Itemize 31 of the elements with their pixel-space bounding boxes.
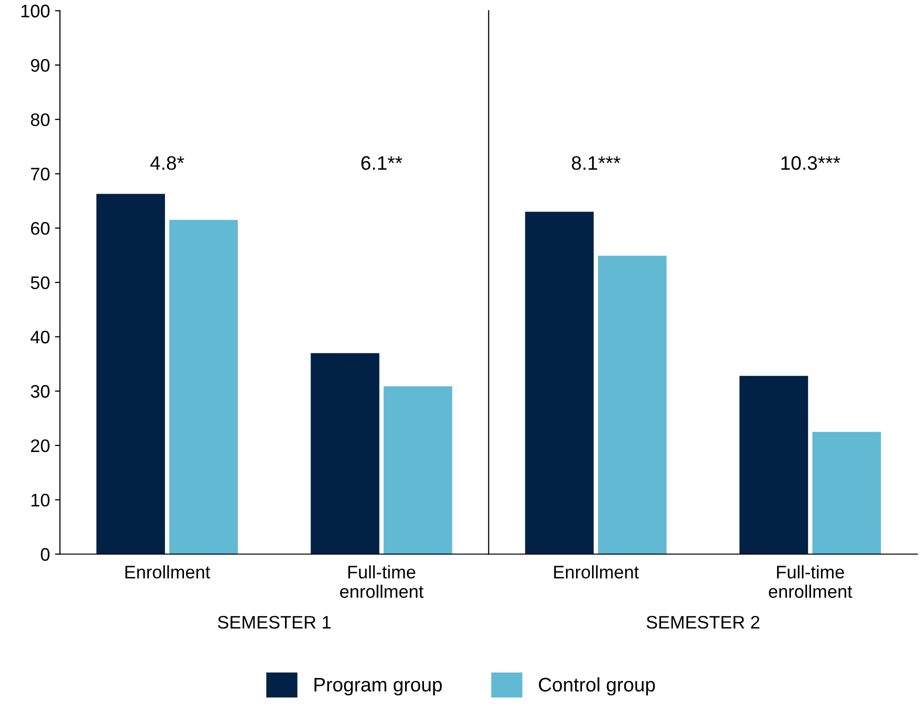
bar bbox=[384, 386, 452, 554]
legend-label: Program group bbox=[314, 678, 442, 696]
x-tick-label: Enrollment bbox=[125, 565, 210, 578]
bar bbox=[310, 353, 380, 554]
y-tick-label: 90 bbox=[30, 59, 50, 72]
y-tick-label: 20 bbox=[31, 439, 50, 452]
annotation: 6.1** bbox=[361, 156, 402, 170]
y-tick-label: 100 bbox=[21, 4, 50, 18]
annotation: 8.1*** bbox=[572, 156, 620, 170]
annotation: 10.3*** bbox=[781, 156, 840, 170]
x-tick-label: Full-time enrollment bbox=[768, 565, 852, 598]
bar bbox=[525, 212, 594, 554]
bar bbox=[739, 376, 808, 554]
x-tick-label: Enrollment bbox=[554, 565, 639, 578]
y-tick-label: 80 bbox=[30, 113, 50, 126]
bar bbox=[169, 220, 238, 554]
bar bbox=[598, 256, 667, 554]
bar bbox=[96, 194, 165, 554]
x-axis-title: SEMESTER 1 bbox=[218, 616, 331, 629]
y-tick-label: 70 bbox=[31, 168, 50, 180]
y-tick-label: 0 bbox=[40, 548, 50, 561]
x-axis-title: SEMESTER 2 bbox=[646, 616, 760, 629]
y-tick-label: 10 bbox=[32, 494, 50, 507]
x-tick-label: Full-time enrollment bbox=[340, 565, 424, 598]
y-tick-label: 30 bbox=[30, 385, 50, 398]
y-tick-label: 50 bbox=[30, 276, 50, 290]
y-tick-label: 60 bbox=[31, 222, 50, 235]
legend-label: Control group bbox=[538, 677, 655, 696]
bar bbox=[812, 432, 881, 554]
y-tick-label: 40 bbox=[30, 330, 50, 344]
annotation: 4.8* bbox=[150, 156, 184, 170]
